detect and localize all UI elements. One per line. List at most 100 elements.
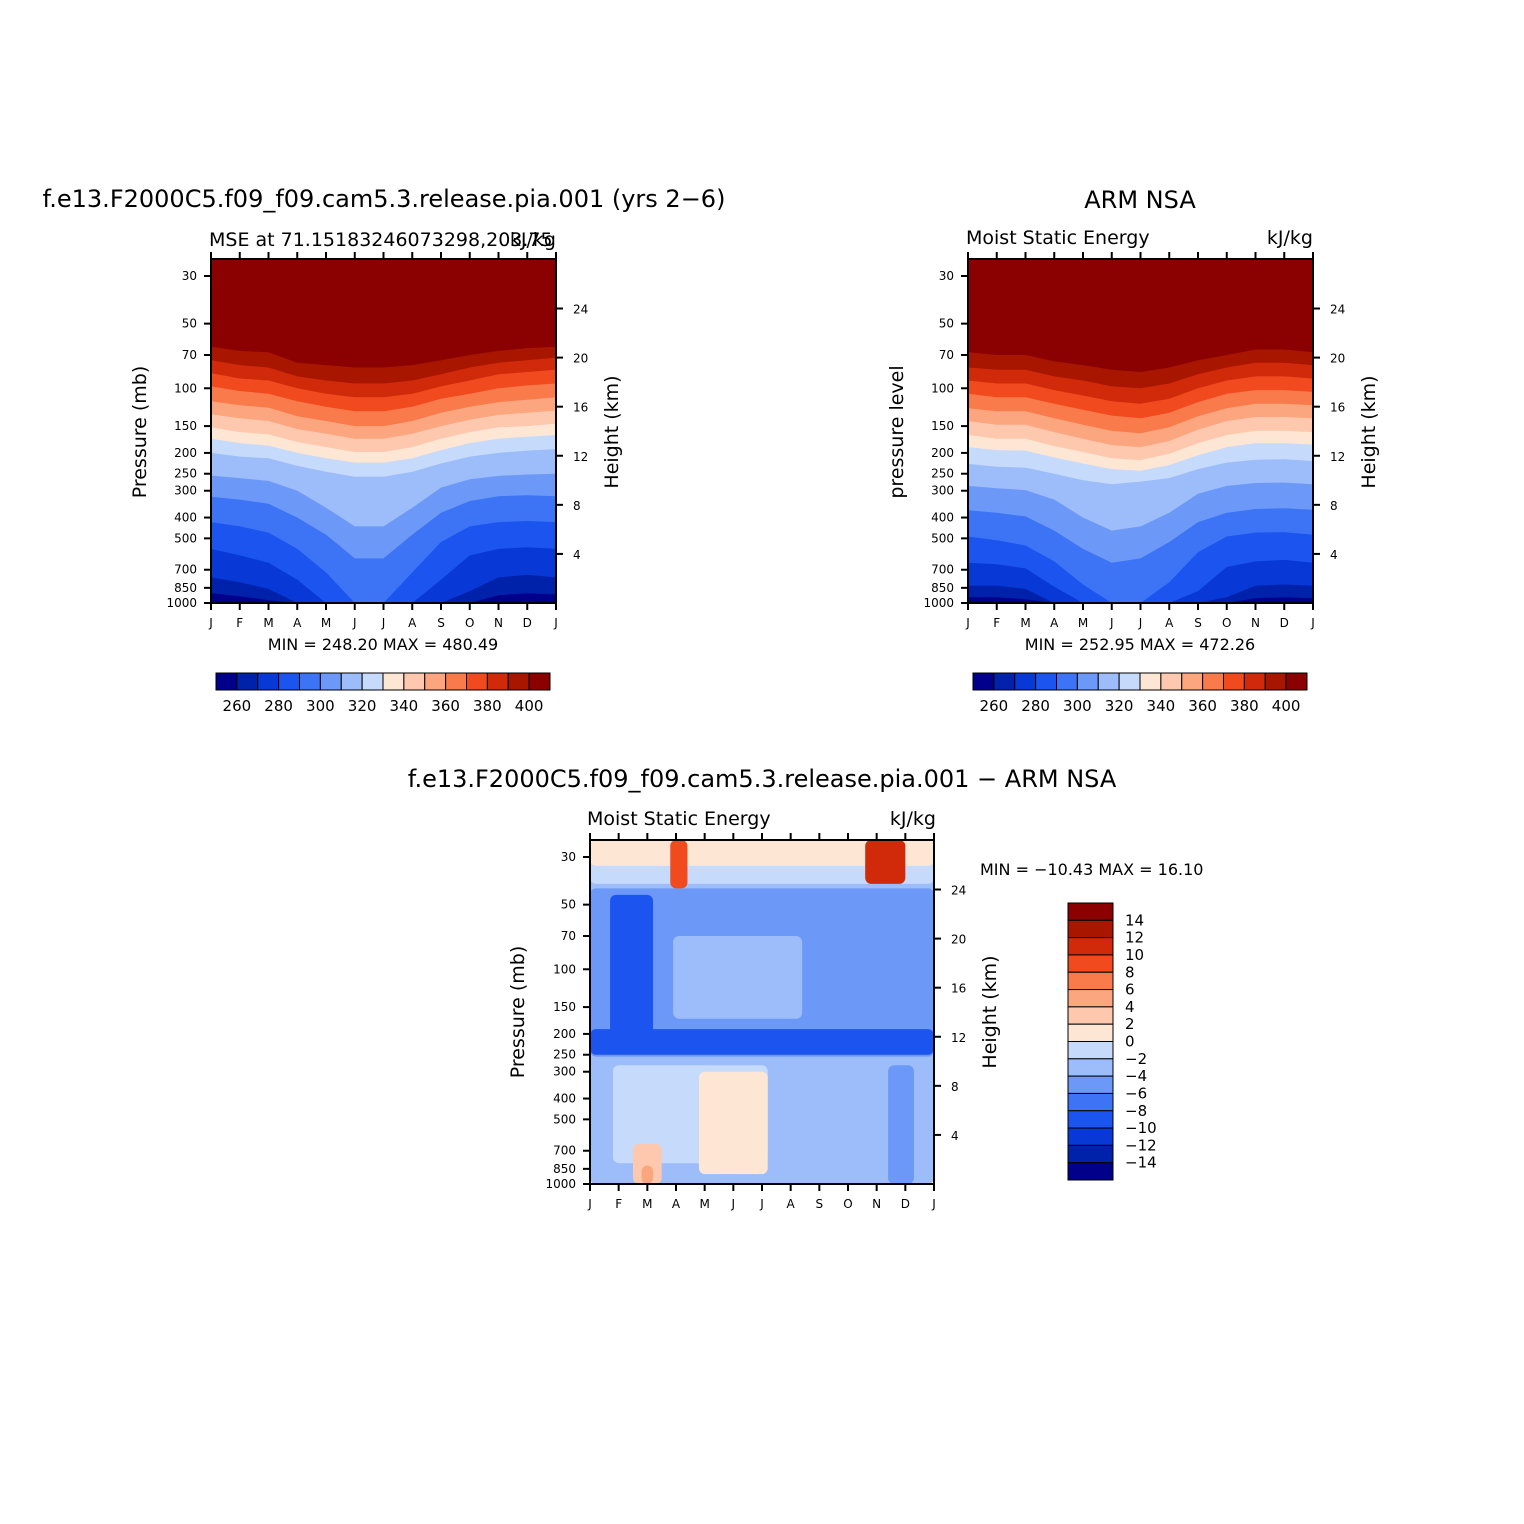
left-title: Moist Static Energy — [966, 227, 1150, 249]
y2-tick-label: 16 — [951, 982, 966, 996]
colorbar-box — [1076, 672, 1099, 691]
y-tick-label: 30 — [939, 269, 954, 283]
x-tick-label: J — [587, 1197, 592, 1211]
colorbar-box — [528, 672, 551, 691]
colorbar-box — [424, 672, 447, 691]
colorbar-box — [236, 672, 259, 691]
colorbar-box — [1067, 937, 1114, 956]
colorbar-label: 14 — [1125, 911, 1144, 929]
y-tick-label: 70 — [182, 348, 197, 362]
y2-tick-label: 16 — [573, 401, 588, 415]
x-tick-label: A — [293, 616, 302, 630]
x-tick-label: F — [615, 1197, 622, 1211]
colorbar-box — [507, 672, 530, 691]
y-tick-label: 1000 — [545, 1177, 576, 1191]
contour-region — [888, 1065, 914, 1184]
y-tick-label: 500 — [174, 531, 197, 545]
colorbar-box — [1067, 1023, 1114, 1042]
y-axis-label: Pressure (mb) — [507, 946, 529, 1079]
colorbar: 260 280 300 320 340 360 380 400 — [215, 672, 551, 715]
y-tick-label: 70 — [561, 929, 576, 943]
x-tick-label: O — [843, 1197, 852, 1211]
colorbar-label: −6 — [1125, 1084, 1147, 1102]
colorbar-box — [1118, 672, 1141, 691]
y-tick-label: 1000 — [166, 596, 197, 610]
colorbar-box — [1014, 672, 1037, 691]
y2-tick-label: 12 — [1330, 450, 1345, 464]
colorbar-label: 400 — [515, 697, 544, 715]
x-tick-label: S — [816, 1197, 824, 1211]
y-tick-label: 200 — [174, 446, 197, 460]
y2-tick-label: 4 — [951, 1129, 959, 1143]
y-tick-label: 100 — [931, 381, 954, 395]
y-tick-label: 700 — [931, 563, 954, 577]
y-tick-label: 1000 — [923, 596, 954, 610]
colorbar-box — [1067, 989, 1114, 1008]
min-max-label: MIN = −10.43 MAX = 16.10 — [980, 860, 1203, 879]
x-tick-label: M — [642, 1197, 652, 1211]
y2-tick-label: 8 — [951, 1080, 959, 1094]
colorbar-label: 280 — [1021, 697, 1050, 715]
y2-tick-label: 12 — [951, 1031, 966, 1045]
y2-axis-label: Height (km) — [979, 955, 1001, 1068]
contour-band — [968, 584, 1313, 603]
colorbar-box — [993, 672, 1016, 691]
y-tick-label: 150 — [174, 419, 197, 433]
colorbar-box — [1067, 1006, 1114, 1025]
x-tick-label: N — [872, 1197, 881, 1211]
colorbar-label: −14 — [1125, 1154, 1157, 1172]
colorbar-label: 10 — [1125, 946, 1144, 964]
y-tick-label: 100 — [553, 962, 576, 976]
y-tick-label: 150 — [553, 1000, 576, 1014]
colorbar-box — [1097, 672, 1120, 691]
x-tick-label: D — [901, 1197, 910, 1211]
colorbar-box — [340, 672, 363, 691]
colorbar-box — [215, 672, 238, 691]
y-tick-label: 300 — [553, 1065, 576, 1079]
y-tick-label: 250 — [931, 467, 954, 481]
colorbar-label: 340 — [1147, 697, 1176, 715]
colorbar-box — [972, 672, 995, 691]
colorbar-box — [1056, 672, 1078, 691]
colorbar-box — [1285, 672, 1308, 691]
y-tick-label: 850 — [553, 1162, 576, 1176]
colorbar-label: −10 — [1125, 1119, 1157, 1137]
min-max-label: MIN = 248.20 MAX = 480.49 — [268, 635, 498, 654]
x-tick-label: M — [699, 1197, 709, 1211]
y-tick-label: 400 — [553, 1092, 576, 1106]
colorbar-box — [278, 672, 300, 691]
y-tick-label: 200 — [553, 1027, 576, 1041]
colorbar-box — [361, 672, 384, 691]
panel-model: f.e13.F2000C5.f09_f09.cam5.3.release.pia… — [43, 185, 726, 715]
x-tick-label: A — [1050, 616, 1059, 630]
left-title: MSE at 71.15183246073298,203.75 — [209, 229, 553, 251]
colorbar-label: 280 — [264, 697, 293, 715]
contour-band — [211, 547, 556, 603]
contour-fills — [211, 259, 556, 603]
y2-axis-label: Height (km) — [601, 375, 623, 488]
colorbar-box — [1067, 1144, 1114, 1164]
y2-tick-label: 4 — [1330, 548, 1338, 562]
x-tick-label: A — [1165, 616, 1174, 630]
colorbar-label: 260 — [980, 697, 1009, 715]
main-title: f.e13.F2000C5.f09_f09.cam5.3.release.pia… — [43, 185, 726, 213]
main-title: ARM NSA — [1084, 186, 1196, 214]
colorbar-box — [382, 672, 405, 691]
right-title: kJ/kg — [1267, 227, 1313, 249]
x-tick-label: N — [1251, 616, 1260, 630]
colorbar-box — [1067, 1092, 1114, 1112]
y-tick-label: 100 — [174, 381, 197, 395]
y2-tick-label: 20 — [1330, 352, 1345, 366]
colorbar-label: 260 — [223, 697, 252, 715]
x-tick-label: J — [1109, 616, 1114, 630]
y2-tick-label: 4 — [573, 548, 581, 562]
x-tick-label: J — [381, 616, 386, 630]
colorbar-box — [403, 672, 426, 691]
y-tick-label: 500 — [553, 1112, 576, 1126]
colorbar-label: 8 — [1125, 963, 1135, 981]
colorbar-label: 12 — [1125, 929, 1144, 947]
colorbar-box — [486, 672, 509, 691]
colorbar-label: −8 — [1125, 1102, 1147, 1120]
x-tick-label: J — [931, 1197, 936, 1211]
x-tick-label: D — [1280, 616, 1289, 630]
